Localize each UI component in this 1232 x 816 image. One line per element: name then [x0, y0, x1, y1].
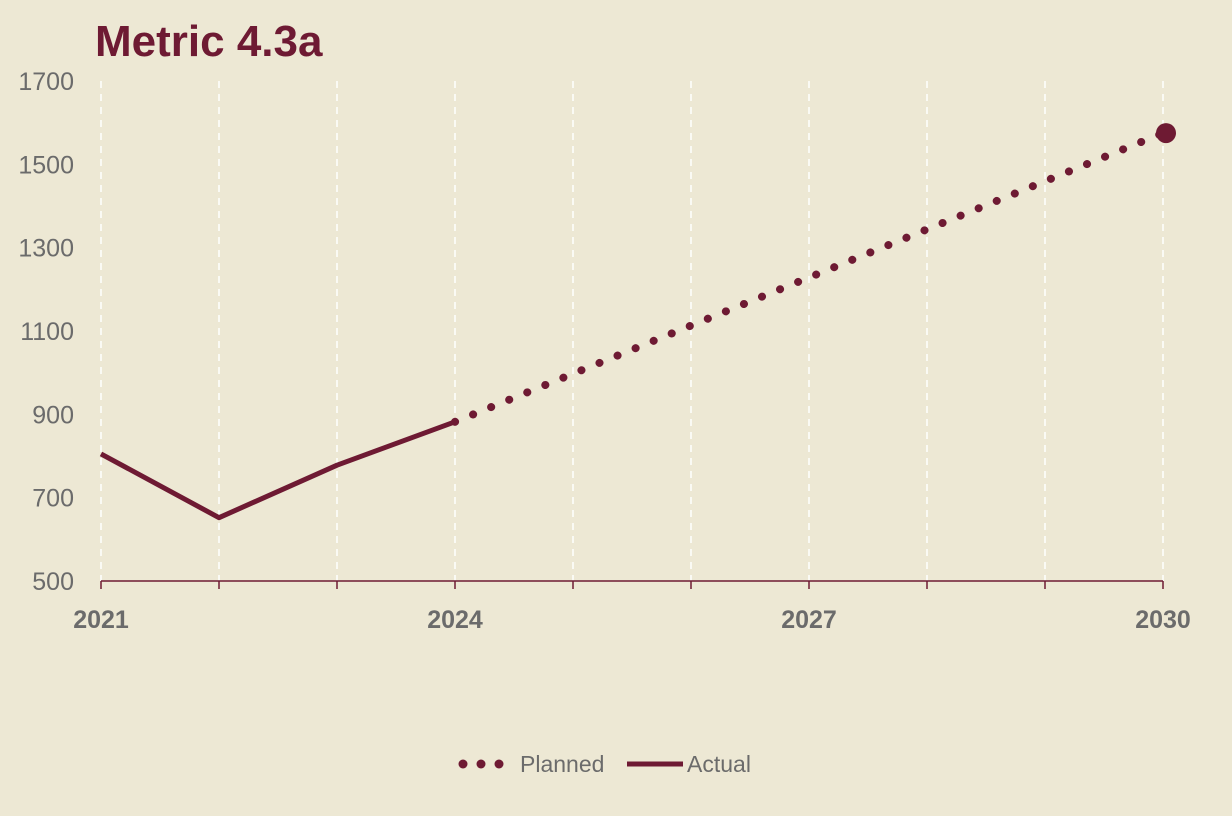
series-layer	[99, 123, 1176, 521]
actual-series-line	[99, 419, 456, 521]
y-tick-label: 1300	[18, 235, 74, 263]
legend: Planned Actual	[458, 751, 751, 777]
x-tick-label: 2027	[781, 606, 837, 634]
y-tick-label: 1700	[18, 68, 74, 96]
y-tick-label: 700	[32, 485, 74, 513]
legend-actual-label: Actual	[687, 751, 751, 777]
legend-planned-swatch	[494, 759, 504, 769]
y-tick-label: 900	[32, 401, 74, 429]
x-tick-label: 2030	[1135, 606, 1191, 634]
axis-layer: 500 700 900 1100 1300 1500 1700 2021 2024 2027 203…	[18, 68, 1190, 634]
grid-layer	[100, 81, 1164, 581]
legend-planned-swatch	[458, 759, 468, 769]
y-tick-label: 500	[32, 568, 74, 596]
planned-end-point	[1156, 123, 1176, 144]
chart-title: Metric 4.3a	[95, 17, 323, 66]
x-tick-label: 2024	[427, 606, 483, 634]
legend-planned-swatch	[476, 759, 486, 769]
y-tick-label: 1500	[18, 151, 74, 179]
x-tick-label: 2021	[73, 606, 129, 634]
y-tick-label: 1100	[20, 318, 74, 346]
legend-planned-label: Planned	[520, 751, 604, 777]
